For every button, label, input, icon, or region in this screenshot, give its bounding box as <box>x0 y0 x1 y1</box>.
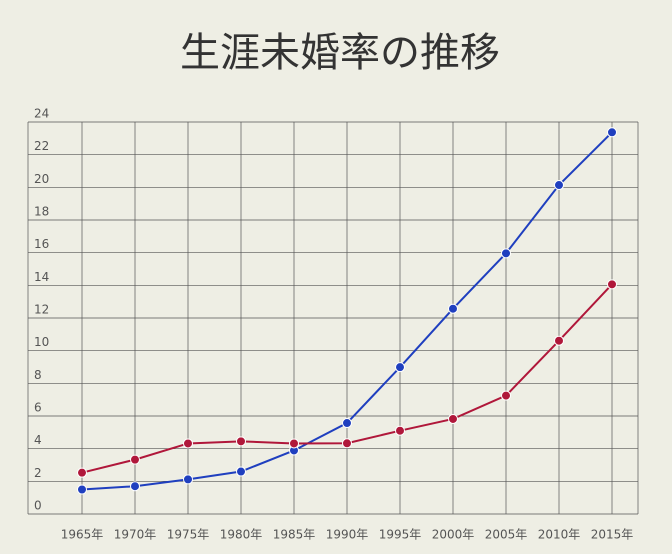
data-point <box>342 418 352 429</box>
data-point <box>77 484 87 495</box>
y-tick-label: 14 <box>34 270 49 284</box>
data-point <box>342 438 352 449</box>
data-point <box>554 335 564 346</box>
data-point <box>448 413 458 424</box>
x-tick-label: 2015年 <box>591 528 634 542</box>
data-point <box>554 180 564 191</box>
y-tick-label: 22 <box>34 139 49 153</box>
data-point <box>289 438 299 449</box>
x-tick-label: 1965年 <box>61 528 104 542</box>
data-point <box>501 248 511 259</box>
data-point <box>607 279 617 290</box>
data-point <box>236 466 246 477</box>
x-tick-label: 1995年 <box>379 528 422 542</box>
y-tick-label: 2 <box>34 466 42 480</box>
data-point <box>130 454 140 465</box>
x-tick-label: 1985年 <box>273 528 316 542</box>
data-point <box>130 481 140 492</box>
data-point <box>236 436 246 447</box>
y-tick-label: 12 <box>34 303 49 317</box>
data-point <box>183 474 193 485</box>
x-tick-label: 1970年 <box>114 528 157 542</box>
data-point <box>77 467 87 478</box>
y-tick-label: 6 <box>34 401 42 415</box>
x-tick-label: 1975年 <box>167 528 210 542</box>
data-point <box>395 425 405 436</box>
y-tick-label: 10 <box>34 335 49 349</box>
data-point <box>501 390 511 401</box>
data-point <box>183 438 193 449</box>
x-tick-label: 2005年 <box>485 528 528 542</box>
y-tick-label: 18 <box>34 205 49 219</box>
x-tick-label: 2010年 <box>538 528 581 542</box>
data-point <box>395 362 405 373</box>
x-tick-label: 1980年 <box>220 528 263 542</box>
x-tick-label: 1990年 <box>326 528 369 542</box>
x-tick-label: 2000年 <box>432 528 475 542</box>
y-tick-label: 24 <box>34 107 49 121</box>
chart-title: 生涯未婚率の推移 <box>180 30 500 76</box>
y-tick-label: 0 <box>34 499 42 513</box>
y-tick-label: 16 <box>34 237 49 251</box>
y-tick-label: 8 <box>34 368 42 382</box>
data-point <box>607 127 617 138</box>
data-point <box>448 303 458 314</box>
y-tick-label: 20 <box>34 172 49 186</box>
y-tick-label: 4 <box>34 433 42 447</box>
